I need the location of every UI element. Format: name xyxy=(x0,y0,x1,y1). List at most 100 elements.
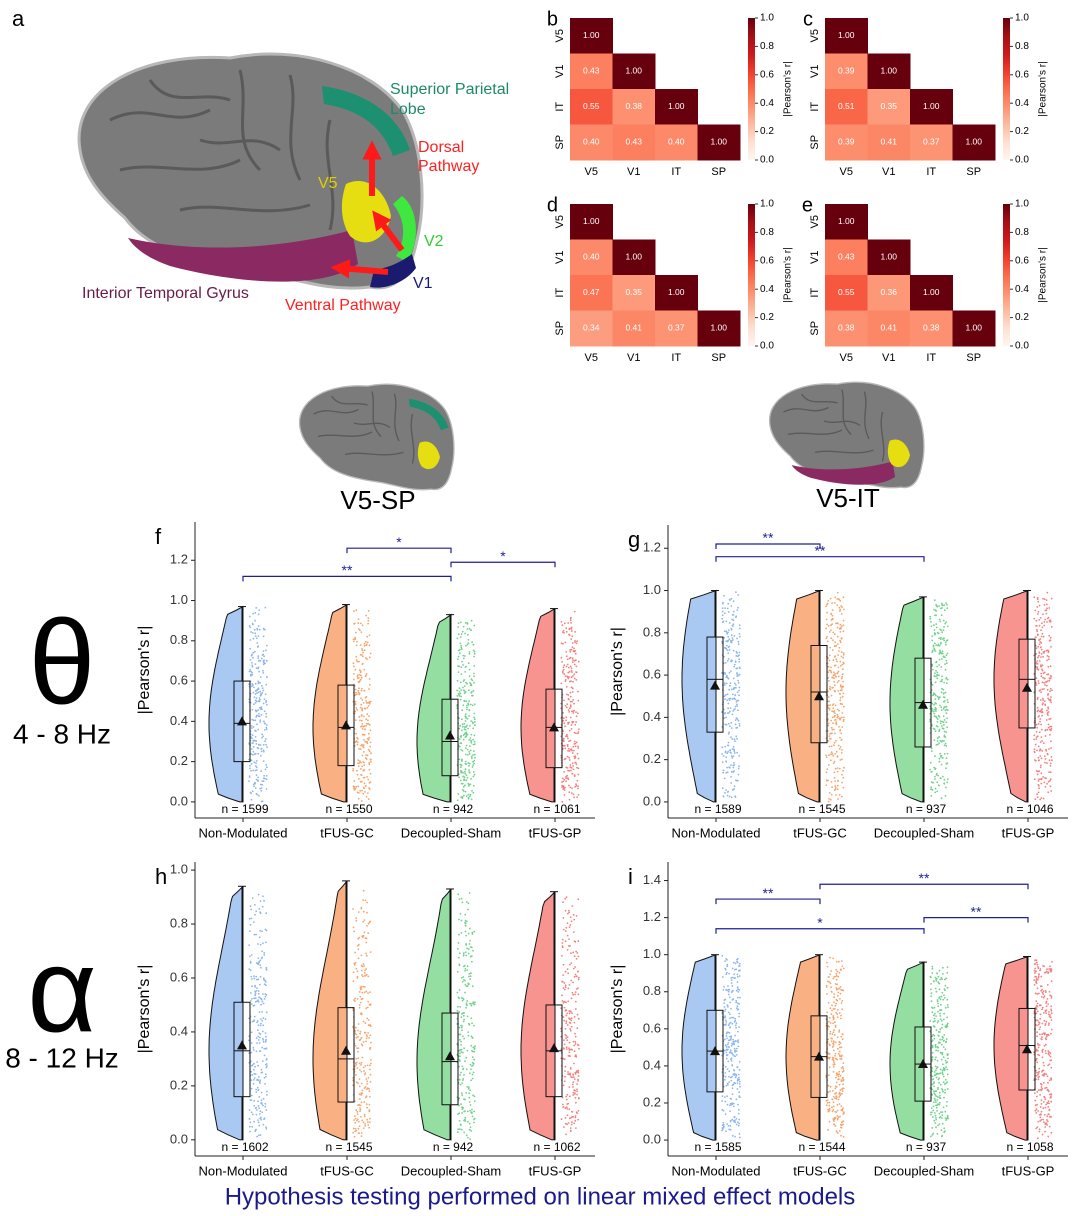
panel-label: h xyxy=(155,864,167,889)
significance-bracket xyxy=(242,575,452,582)
n-label: n = 1545 xyxy=(325,1140,372,1154)
heatmap-cell xyxy=(825,53,868,90)
heatmap-cell xyxy=(570,53,613,90)
cell-label: 1.00 xyxy=(583,30,600,40)
colorbar-label: |Pearson's r| xyxy=(1038,247,1049,302)
heatmap-cell xyxy=(867,124,911,161)
y-tick-label: 0.2 xyxy=(170,753,188,768)
n-label: n = 1544 xyxy=(798,1140,845,1154)
x-tick-label: tFUS-GP xyxy=(1002,825,1055,840)
jitter-texture xyxy=(456,619,476,802)
colorbar-tick-label: 1.0 xyxy=(1015,199,1029,210)
heatmap-cell xyxy=(825,18,868,54)
violin xyxy=(520,891,556,1141)
column-label: V5 xyxy=(585,166,598,178)
cell-label: 0.39 xyxy=(838,66,855,76)
panel-label: c xyxy=(803,8,813,30)
panel-label: f xyxy=(155,524,162,549)
pathway-label: Ventral Pathway xyxy=(285,297,401,314)
y-axis-label: |Pearson's r| xyxy=(136,965,153,1054)
heatmap-cell xyxy=(655,275,698,311)
cell-label: 0.34 xyxy=(583,323,600,333)
x-tick-label: Decoupled-Sham xyxy=(401,1163,501,1178)
y-tick-label: 1.0 xyxy=(170,592,188,607)
heatmap-cell xyxy=(697,124,741,161)
mean-marker xyxy=(445,1051,455,1061)
n-label: n = 1602 xyxy=(221,1140,268,1154)
box xyxy=(706,636,724,733)
column-label: V1 xyxy=(882,352,895,364)
colorbar-tick-label: 0.6 xyxy=(760,255,774,266)
column-label: SP xyxy=(711,166,726,178)
violin xyxy=(785,589,821,803)
cell-label: 0.38 xyxy=(838,323,855,333)
n-label: n = 937 xyxy=(906,1140,947,1154)
pathway-label: Pathway xyxy=(418,158,479,175)
colorbar-tick-label: 0.2 xyxy=(760,126,774,137)
heatmap-cell xyxy=(612,275,656,311)
row-label: V1 xyxy=(809,65,821,78)
jitter-texture xyxy=(248,893,268,1138)
violin xyxy=(312,604,348,803)
heatmap-cell xyxy=(570,124,613,161)
region-label: V2 xyxy=(424,233,444,250)
jitter-texture xyxy=(929,599,949,800)
heatmap-cell xyxy=(655,89,698,125)
significance-bracket xyxy=(715,898,821,905)
cell-label: 1.00 xyxy=(710,137,727,147)
band-range: 4 - 8 Hz xyxy=(13,718,111,749)
heatmap-cell xyxy=(867,275,911,311)
mean-marker xyxy=(445,730,455,740)
colorbar-tick-label: 0.4 xyxy=(1015,284,1029,295)
colorbar-tick-label: 1.0 xyxy=(760,13,774,24)
row-label: SP xyxy=(554,321,566,336)
heatmap-cell xyxy=(612,89,656,125)
mean-marker xyxy=(814,691,824,701)
significance-label: ** xyxy=(919,870,930,886)
y-tick-label: 0.6 xyxy=(643,1020,661,1035)
band-symbol: θ xyxy=(29,596,96,730)
heatmap-cell xyxy=(867,239,911,276)
heatmap-cell xyxy=(910,124,953,161)
mean-marker xyxy=(341,720,351,730)
violin xyxy=(889,961,925,1141)
jitter-texture xyxy=(352,889,372,1138)
cell-label: 0.37 xyxy=(668,323,685,333)
cell-label: 1.00 xyxy=(838,216,855,226)
jitter-texture xyxy=(825,591,845,803)
box xyxy=(337,684,355,767)
cell-label: 0.35 xyxy=(625,287,642,297)
n-label: n = 1061 xyxy=(533,802,580,816)
n-label: n = 942 xyxy=(433,1140,474,1154)
cell-label: 1.00 xyxy=(880,252,897,262)
row-label: SP xyxy=(554,135,566,150)
panel-label: d xyxy=(547,194,558,216)
heatmap-cell xyxy=(570,89,613,125)
mean-marker xyxy=(1022,1044,1032,1054)
y-tick-label: 1.2 xyxy=(643,909,661,924)
y-tick-label: 0.2 xyxy=(170,1077,188,1092)
n-label: n = 1550 xyxy=(325,802,372,816)
x-tick-label: tFUS-GC xyxy=(320,1163,373,1178)
column-label: V1 xyxy=(882,166,895,178)
y-tick-label: 0.8 xyxy=(643,983,661,998)
box xyxy=(441,698,459,777)
panel-label: b xyxy=(547,8,558,30)
region-label: Interior Temporal Gyrus xyxy=(82,285,249,302)
mean-marker xyxy=(341,1045,351,1055)
y-tick-label: 0.6 xyxy=(170,673,188,688)
row-label: SP xyxy=(809,135,821,150)
violin xyxy=(993,589,1029,803)
row-label: V1 xyxy=(554,65,566,78)
cell-label: 0.41 xyxy=(880,137,897,147)
box xyxy=(545,688,563,769)
heatmap-cell xyxy=(825,89,868,125)
y-tick-label: 0.6 xyxy=(170,969,188,984)
cell-label: 0.43 xyxy=(625,137,642,147)
significance-bracket xyxy=(819,883,1029,890)
jitter-texture xyxy=(456,892,476,1140)
violin xyxy=(416,613,452,803)
box xyxy=(441,1012,459,1106)
colorbar-tick-label: 0.4 xyxy=(760,284,774,295)
x-tick-label: tFUS-GC xyxy=(793,825,846,840)
